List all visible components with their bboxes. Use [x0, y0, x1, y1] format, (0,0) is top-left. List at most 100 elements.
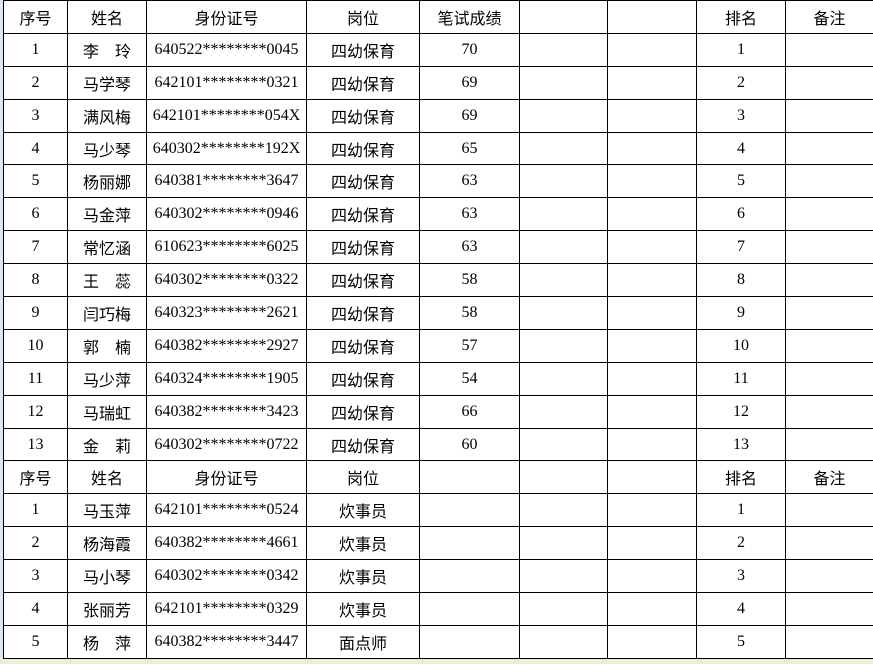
col-empty-1: [519, 131, 608, 166]
header-col-empty-2: [607, 460, 697, 495]
col-id-number: 642101********0524: [146, 493, 307, 528]
header-col-seq: 序号: [3, 460, 68, 495]
col-seq: 8: [3, 263, 68, 298]
col-id-number: 640302********0322: [146, 263, 307, 298]
results-table: 序号 姓名 身份证号 岗位 笔试成绩 排名 备注 1 李 玲 640522********0045…: [3, 0, 873, 659]
header-col-remark: 备注: [785, 460, 873, 495]
col-empty-1: [519, 361, 608, 396]
col-name: 常忆涵: [67, 230, 147, 265]
col-position: 四幼保育: [306, 296, 420, 330]
table-row: 13 金 莉 640302********0722 四幼保育 60 13: [3, 427, 873, 462]
col-remark: [785, 427, 873, 462]
header-col-score: 笔试成绩: [419, 0, 520, 34]
header-col-score: [419, 460, 520, 495]
table-row: 3 马小琴 640302********0342 炊事员 3: [3, 559, 873, 594]
col-name: 马少琴: [67, 131, 147, 166]
col-empty-1: [519, 230, 608, 265]
col-position: 四幼保育: [306, 394, 420, 429]
col-score: 54: [419, 361, 520, 396]
table-row: 2 杨海霞 640382********4661 炊事员 2: [3, 526, 873, 561]
col-rank: 9: [696, 296, 786, 330]
table-row: 5 杨丽娜 640381********3647 四幼保育 63 5: [3, 164, 873, 199]
header-col-empty-2: [607, 0, 697, 34]
col-name: 马瑞虹: [67, 394, 147, 429]
col-remark: [785, 263, 873, 298]
col-seq: 1: [3, 493, 68, 528]
col-rank: 1: [696, 32, 786, 67]
col-empty-2: [607, 493, 697, 528]
header-col-id-number: 身份证号: [146, 0, 307, 34]
col-score: 66: [419, 394, 520, 429]
col-remark: [785, 328, 873, 363]
col-position: 炊事员: [306, 592, 420, 626]
col-rank: 7: [696, 230, 786, 265]
col-remark: [785, 32, 873, 67]
col-remark: [785, 493, 873, 528]
col-seq: 2: [3, 526, 68, 561]
col-position: 四幼保育: [306, 98, 420, 133]
col-position: 四幼保育: [306, 328, 420, 363]
header-col-empty-1: [519, 460, 608, 495]
col-name: 杨 萍: [67, 624, 147, 659]
col-position: 四幼保育: [306, 263, 420, 298]
col-name: 闫巧梅: [67, 296, 147, 330]
header-col-name: 姓名: [67, 460, 147, 495]
col-id-number: 640302********0946: [146, 197, 307, 232]
col-empty-1: [519, 32, 608, 67]
col-empty-2: [607, 164, 697, 199]
col-position: 炊事员: [306, 493, 420, 528]
header-col-empty-1: [519, 0, 608, 34]
col-seq: 13: [3, 427, 68, 462]
col-empty-1: [519, 328, 608, 363]
header-col-position: 岗位: [306, 460, 420, 495]
col-position: 炊事员: [306, 559, 420, 594]
col-seq: 12: [3, 394, 68, 429]
col-position: 四幼保育: [306, 361, 420, 396]
col-name: 马玉萍: [67, 493, 147, 528]
col-empty-1: [519, 98, 608, 133]
col-empty-2: [607, 394, 697, 429]
col-id-number: 642101********054X: [146, 98, 307, 133]
col-name: 马小琴: [67, 559, 147, 594]
table-row: 3 满风梅 642101********054X 四幼保育 69 3: [3, 98, 873, 133]
col-remark: [785, 559, 873, 594]
col-rank: 4: [696, 131, 786, 166]
header-col-seq: 序号: [3, 0, 68, 34]
col-position: 四幼保育: [306, 427, 420, 462]
col-id-number: 640302********0342: [146, 559, 307, 594]
col-score: 69: [419, 98, 520, 133]
table-row: 1 马玉萍 642101********0524 炊事员 1: [3, 493, 873, 528]
col-id-number: 640382********3423: [146, 394, 307, 429]
table-row: 2 马学琴 642101********0321 四幼保育 69 2: [3, 65, 873, 100]
col-id-number: 640302********192X: [146, 131, 307, 166]
col-empty-2: [607, 427, 697, 462]
left-margin-strip: [0, 0, 3, 658]
col-id-number: 642101********0321: [146, 65, 307, 100]
col-score: 65: [419, 131, 520, 166]
col-empty-1: [519, 263, 608, 298]
col-rank: 10: [696, 328, 786, 363]
col-empty-1: [519, 197, 608, 232]
col-empty-2: [607, 526, 697, 561]
col-remark: [785, 624, 873, 659]
col-score: 60: [419, 427, 520, 462]
col-empty-1: [519, 65, 608, 100]
col-position: 四幼保育: [306, 131, 420, 166]
col-name: 郭 楠: [67, 328, 147, 363]
col-name: 李 玲: [67, 32, 147, 67]
col-score: [419, 493, 520, 528]
col-id-number: 640302********0722: [146, 427, 307, 462]
col-remark: [785, 296, 873, 330]
col-name: 马少萍: [67, 361, 147, 396]
header-row: 序号 姓名 身份证号 岗位 排名 备注: [3, 460, 873, 495]
col-name: 满风梅: [67, 98, 147, 133]
table-row: 12 马瑞虹 640382********3423 四幼保育 66 12: [3, 394, 873, 429]
col-seq: 6: [3, 197, 68, 232]
col-seq: 4: [3, 131, 68, 166]
col-rank: 8: [696, 263, 786, 298]
col-rank: 11: [696, 361, 786, 396]
col-empty-2: [607, 32, 697, 67]
col-id-number: 640323********2621: [146, 296, 307, 330]
